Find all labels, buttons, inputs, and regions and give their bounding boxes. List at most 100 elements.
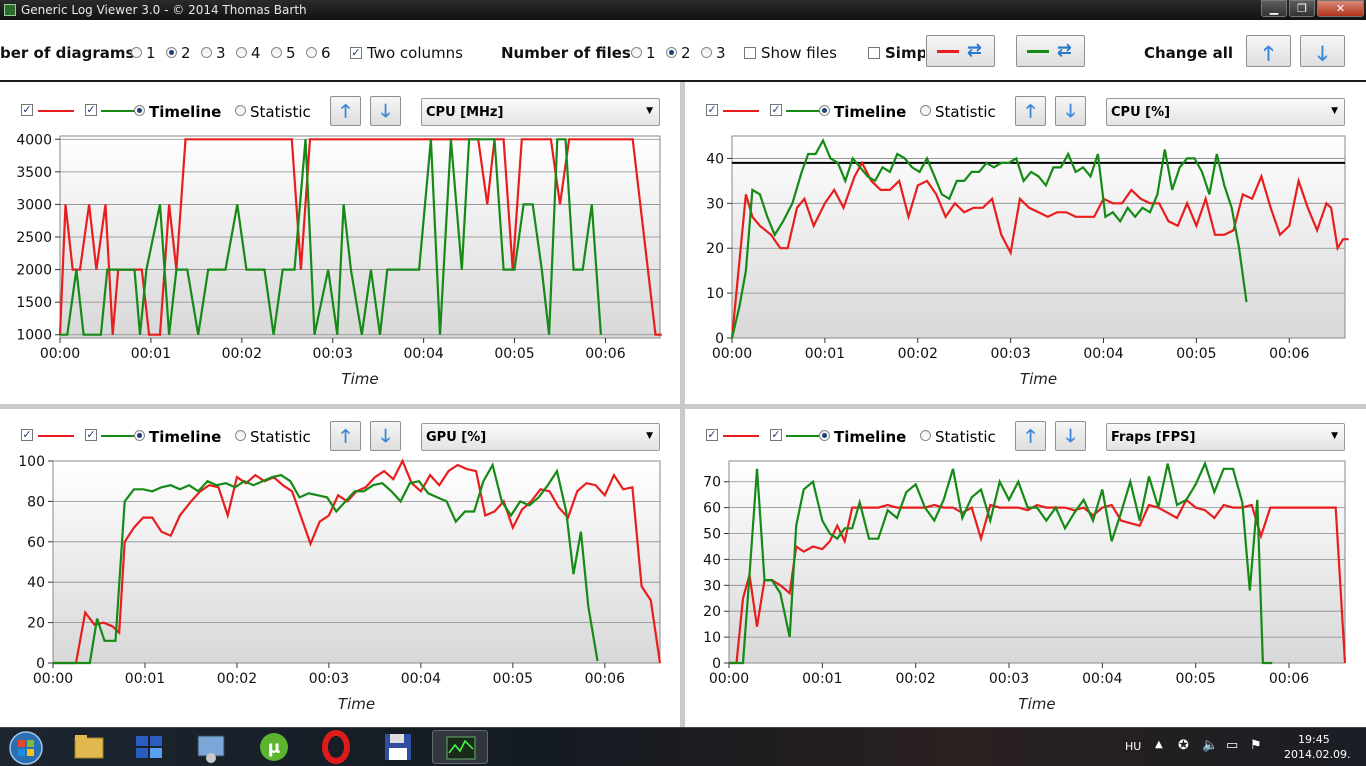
file1-line-swatch <box>723 435 759 437</box>
volume-icon[interactable]: 🔈 <box>1202 738 1219 753</box>
timeline-radio[interactable] <box>819 105 830 116</box>
network-icon[interactable]: ▭ <box>1226 738 1239 753</box>
diagrams-radio-3[interactable] <box>201 47 212 58</box>
sync-icon: ⇄ <box>966 40 982 61</box>
x-tick-label: 00:00 <box>33 671 73 687</box>
file1-visible-checkbox[interactable]: ✓ <box>21 103 33 116</box>
y-tick-label: 30 <box>703 578 721 594</box>
statistic-label: Statistic <box>250 428 311 446</box>
svg-text:µ: µ <box>268 738 281 758</box>
start-button[interactable] <box>4 730 48 765</box>
tray-app-icon[interactable]: ✪ <box>1178 738 1189 753</box>
diagrams-option-1: 1 <box>146 44 156 62</box>
taskbar-explorer[interactable] <box>61 730 117 764</box>
x-tick-label: 00:05 <box>494 346 534 362</box>
move-up-button[interactable]: 🡑 <box>330 96 361 126</box>
arrow-down-icon: 🡓 <box>380 101 391 122</box>
statistic-radio[interactable] <box>920 430 931 441</box>
row-splitter[interactable] <box>0 404 1366 409</box>
file2-visible-checkbox[interactable]: ✓ <box>85 428 97 441</box>
statistic-radio[interactable] <box>235 430 246 441</box>
taskbar-save-app[interactable] <box>370 730 426 764</box>
clock-date[interactable]: 2014.02.09. <box>1284 748 1351 761</box>
taskbar: µ HU ▲ ✪ 🔈 ▭ ⚑ 19:45 2014.02.09. <box>0 727 1366 766</box>
move-down-button[interactable]: 🡓 <box>370 96 401 126</box>
file1-visible-checkbox[interactable]: ✓ <box>21 428 33 441</box>
diagrams-radio-4[interactable] <box>236 47 247 58</box>
show-files-checkbox[interactable] <box>744 47 756 59</box>
files-radio-3[interactable] <box>701 47 712 58</box>
statistic-radio[interactable] <box>235 105 246 116</box>
file1-visible-checkbox[interactable]: ✓ <box>706 428 718 441</box>
x-tick-label: 00:02 <box>217 671 257 687</box>
files-radio-1[interactable] <box>631 47 642 58</box>
diagrams-radio-5[interactable] <box>271 47 282 58</box>
timeline-radio[interactable] <box>134 105 145 116</box>
timeline-radio[interactable] <box>819 430 830 441</box>
file1-visible-checkbox[interactable]: ✓ <box>706 103 718 116</box>
utorrent-icon: µ <box>260 733 288 761</box>
move-down-button[interactable]: 🡓 <box>1055 421 1086 451</box>
metric-select[interactable]: CPU [%] ▼ <box>1106 98 1345 126</box>
chevron-down-icon: ▼ <box>646 431 653 441</box>
maximize-button[interactable]: ❐ <box>1289 0 1315 17</box>
x-tick-label: 00:06 <box>1269 671 1309 687</box>
diagrams-option-2: 2 <box>181 44 191 62</box>
change-all-down-button[interactable]: 🡓 <box>1300 35 1345 67</box>
taskbar-app3[interactable] <box>184 730 240 764</box>
two-columns-checkbox[interactable]: ✓ <box>350 46 362 59</box>
y-tick-label: 10 <box>706 286 724 302</box>
metric-select[interactable]: Fraps [FPS] ▼ <box>1106 423 1345 451</box>
y-tick-label: 1000 <box>16 328 52 344</box>
change-all-up-button[interactable]: 🡑 <box>1246 35 1291 67</box>
taskbar-log-viewer[interactable] <box>432 730 488 764</box>
x-tick-label: 00:06 <box>585 346 625 362</box>
move-down-button[interactable]: 🡓 <box>370 421 401 451</box>
minimize-button[interactable]: ▁ <box>1261 0 1287 17</box>
simple-checkbox[interactable] <box>868 47 880 59</box>
x-tick-label: 00:01 <box>802 671 842 687</box>
file1-sync-button[interactable]: ⇄ <box>926 35 995 67</box>
file2-line-swatch <box>101 110 137 112</box>
metric-select[interactable]: CPU [MHz] ▼ <box>421 98 660 126</box>
line-chart: 0 20 40 60 80 100 00:00 00:01 00:02 00:03 00:04 00:… <box>18 454 662 713</box>
timeline-radio[interactable] <box>134 430 145 441</box>
x-tick-label: 00:01 <box>805 346 845 362</box>
file2-visible-checkbox[interactable]: ✓ <box>85 103 97 116</box>
action-center-flag-icon[interactable]: ⚑ <box>1250 738 1262 753</box>
move-down-button[interactable]: 🡓 <box>1055 96 1086 126</box>
file2-sync-button[interactable]: ⇄ <box>1016 35 1085 67</box>
tray-expand-icon[interactable]: ▲ <box>1155 739 1163 750</box>
close-button[interactable]: ✕ <box>1317 0 1364 17</box>
file2-visible-checkbox[interactable]: ✓ <box>770 428 782 441</box>
language-indicator[interactable]: HU <box>1125 740 1142 753</box>
timeline-label: Timeline <box>834 428 907 446</box>
metric-select[interactable]: GPU [%] ▼ <box>421 423 660 451</box>
files-option-1: 1 <box>646 44 656 62</box>
statistic-radio[interactable] <box>920 105 931 116</box>
files-radio-2[interactable] <box>666 47 677 58</box>
x-axis-label: Time <box>341 370 378 388</box>
diagrams-radio-2[interactable] <box>166 47 177 58</box>
x-tick-label: 00:03 <box>990 346 1030 362</box>
y-tick-label: 100 <box>18 454 45 470</box>
file1-line-swatch <box>38 435 74 437</box>
y-tick-label: 20 <box>706 241 724 257</box>
diagrams-radio-6[interactable] <box>306 47 317 58</box>
diagram-header: ✓ ✓ Timeline Statistic 🡑 🡓 CPU [%] ▼ <box>685 84 1365 129</box>
sync-icon: ⇄ <box>1056 40 1072 61</box>
taskbar-utorrent[interactable]: µ <box>246 730 302 764</box>
file2-visible-checkbox[interactable]: ✓ <box>770 103 782 116</box>
taskbar-opera[interactable] <box>308 730 364 764</box>
arrow-up-icon: 🡑 <box>1025 101 1036 122</box>
move-up-button[interactable]: 🡑 <box>330 421 361 451</box>
move-up-button[interactable]: 🡑 <box>1015 421 1046 451</box>
arrow-down-icon: 🡓 <box>380 426 391 447</box>
series-line-red <box>58 138 662 336</box>
move-up-button[interactable]: 🡑 <box>1015 96 1046 126</box>
x-tick-label: 00:00 <box>40 346 80 362</box>
diagrams-radio-1[interactable] <box>131 47 142 58</box>
y-tick-label: 2000 <box>16 263 52 279</box>
taskbar-app2[interactable] <box>122 730 178 764</box>
clock-time[interactable]: 19:45 <box>1298 733 1330 746</box>
